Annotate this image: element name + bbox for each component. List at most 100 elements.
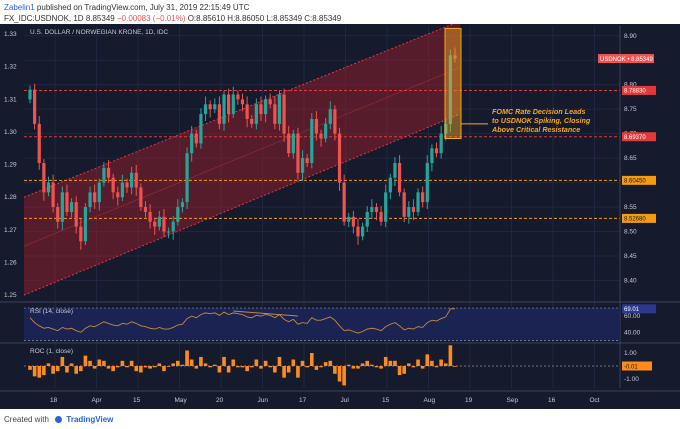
roc-bar [208, 366, 212, 368]
time-axis-tick: 16 [548, 397, 556, 404]
chart-title: U.S. DOLLAR / NORWEGIAN KRONE, 1D, IDC [30, 29, 169, 36]
roc-bar [129, 360, 134, 366]
right-axis-tick: 8.40 [624, 277, 637, 284]
candle-body [305, 158, 309, 163]
roc-bar [55, 366, 60, 372]
roc-bar [28, 366, 32, 370]
candle-body [139, 187, 143, 208]
roc-bar [185, 350, 189, 366]
candle-body [411, 207, 416, 212]
candle-body [231, 94, 235, 115]
candle-body [407, 207, 411, 217]
roc-bar [143, 366, 148, 368]
time-axis-tick: 15 [133, 397, 141, 404]
candle-body [296, 133, 300, 173]
left-axis-tick: 1.28 [4, 194, 17, 201]
roc-bar [434, 366, 439, 368]
time-axis-tick: Jul [341, 397, 350, 404]
publisher-user-link[interactable]: Zabelin1 [4, 3, 35, 12]
candle-body [374, 207, 379, 212]
roc-bar [448, 345, 453, 366]
roc-bar [212, 364, 217, 366]
candle-body [134, 172, 138, 188]
roc-axis-tick: -1.00 [624, 376, 639, 383]
left-axis-tick: 1.31 [4, 96, 17, 103]
candle-body [277, 94, 282, 124]
roc-bar [277, 356, 282, 366]
roc-bar [180, 364, 185, 366]
roc-bar [273, 366, 277, 373]
left-axis-tick: 1.30 [4, 129, 17, 136]
candle-body [416, 192, 420, 212]
roc-bar [370, 364, 374, 366]
candle-body [250, 118, 254, 124]
roc-bar [430, 360, 434, 366]
right-axis-tick: 8.90 [624, 33, 637, 40]
roc-bar [319, 366, 323, 368]
roc-bar [92, 366, 97, 369]
roc-bar [383, 356, 388, 366]
roc-bar [416, 359, 420, 366]
candle-body [273, 104, 277, 124]
roc-bar [342, 366, 346, 386]
candle-body [37, 123, 41, 163]
candle-body [314, 118, 319, 134]
roc-bar [259, 366, 263, 369]
roc-bar [397, 366, 402, 376]
annotation-text-line: Above Critical Resistance [491, 125, 580, 134]
rsi-axis-tick: 40.00 [624, 329, 641, 336]
created-with-label: Created with [4, 415, 49, 424]
roc-bar [411, 366, 416, 368]
price-level-tag [622, 175, 656, 185]
candle-body [421, 192, 425, 203]
candle-body [240, 99, 245, 105]
roc-bar [152, 366, 157, 368]
symbol-info-line: FX_IDC:USDNOK, 1D 8.85349 −0.00083 (−0.0… [4, 14, 341, 23]
candle-body [56, 207, 60, 222]
rsi-value-tag [622, 304, 656, 314]
chart-area[interactable]: FOMC Rate Decision Leads to USDNOK Spikin… [0, 24, 680, 409]
time-axis-tick: Apr [92, 397, 103, 404]
left-axis-tick: 1.33 [4, 31, 17, 38]
candle-body [180, 202, 185, 208]
roc-title: ROC (1, close) [30, 348, 73, 355]
candle-body [33, 89, 37, 124]
roc-bar [420, 366, 425, 369]
candle-body [199, 114, 203, 144]
candle-body [324, 123, 328, 139]
candle-body [384, 192, 388, 222]
roc-bar [374, 366, 379, 368]
price-level-label: 8.60450 [624, 179, 646, 185]
roc-bar [203, 363, 208, 366]
candle-body [337, 133, 342, 183]
roc-bar [74, 366, 78, 374]
tradingview-logo-icon [55, 416, 63, 423]
roc-bar [314, 366, 319, 370]
price-level-tag [622, 213, 656, 223]
roc-bar [97, 359, 102, 366]
candle-body [125, 182, 129, 188]
symbol-label: FX_IDC:USDNOK, 1D [4, 14, 84, 23]
roc-bar [157, 363, 162, 366]
price-level-label: 8.52680 [624, 217, 646, 223]
candle-body [153, 221, 157, 227]
candle-body [222, 94, 226, 124]
candle-body [148, 211, 152, 222]
price-level-tag [598, 54, 654, 64]
candle-body [282, 94, 286, 134]
candle-body [42, 163, 46, 193]
candle-body [97, 182, 101, 203]
tradingview-brand-link[interactable]: TradingView [66, 415, 114, 424]
left-axis-tick: 1.29 [4, 162, 17, 169]
rsi-band [24, 308, 620, 341]
candle-body [166, 231, 171, 233]
candle-body [83, 207, 88, 242]
roc-bar [249, 366, 254, 368]
roc-bar [125, 366, 129, 368]
roc-bar [453, 366, 457, 367]
time-axis-tick: Oct [590, 397, 600, 404]
roc-bar [189, 359, 194, 366]
roc-bar [240, 366, 245, 368]
roc-value-tag [622, 361, 652, 371]
